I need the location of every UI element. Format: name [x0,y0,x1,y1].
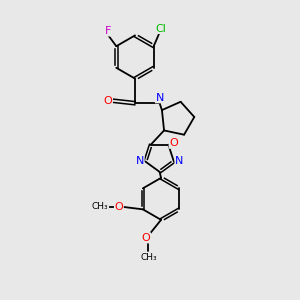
Text: O: O [169,138,178,148]
Text: Cl: Cl [156,23,167,34]
Text: O: O [103,96,112,106]
Text: F: F [105,26,111,36]
Text: N: N [175,157,183,166]
Text: CH₃: CH₃ [92,202,109,211]
Text: CH₃: CH₃ [140,253,157,262]
Text: O: O [142,233,150,243]
Text: N: N [155,93,164,103]
Text: N: N [136,157,144,166]
Text: O: O [115,202,123,212]
